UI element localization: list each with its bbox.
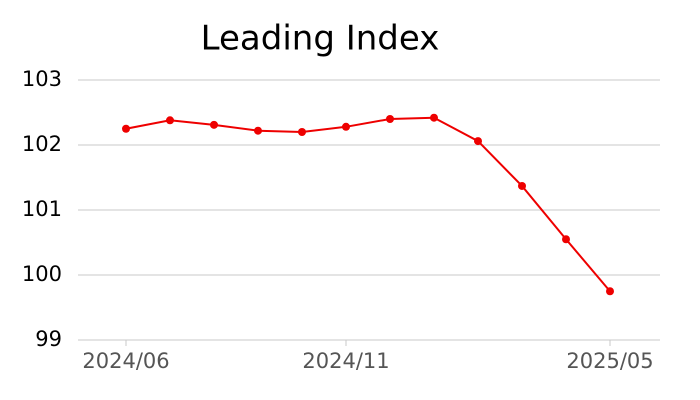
- point: [430, 113, 438, 122]
- y-tick-label: 99: [35, 327, 62, 351]
- point: [254, 126, 262, 135]
- point: [122, 124, 130, 133]
- point: [166, 116, 174, 125]
- chart-title: Leading Index: [201, 19, 440, 59]
- x-tick-label: 2025/05: [566, 349, 653, 373]
- x-tick-label: 2024/06: [82, 349, 169, 373]
- y-tick-label: 102: [22, 132, 62, 156]
- point: [474, 137, 482, 146]
- point: [342, 122, 350, 131]
- y-tick-label: 103: [22, 67, 62, 91]
- point: [606, 287, 614, 296]
- point: [562, 235, 570, 244]
- point: [386, 115, 394, 123]
- y-tick-label: 100: [22, 262, 62, 286]
- x-tick-label: 2024/11: [302, 349, 389, 373]
- point: [518, 181, 526, 190]
- point: [298, 128, 306, 136]
- point: [210, 120, 218, 129]
- line: [125, 116, 611, 292]
- y-tick-label: 101: [22, 197, 62, 221]
